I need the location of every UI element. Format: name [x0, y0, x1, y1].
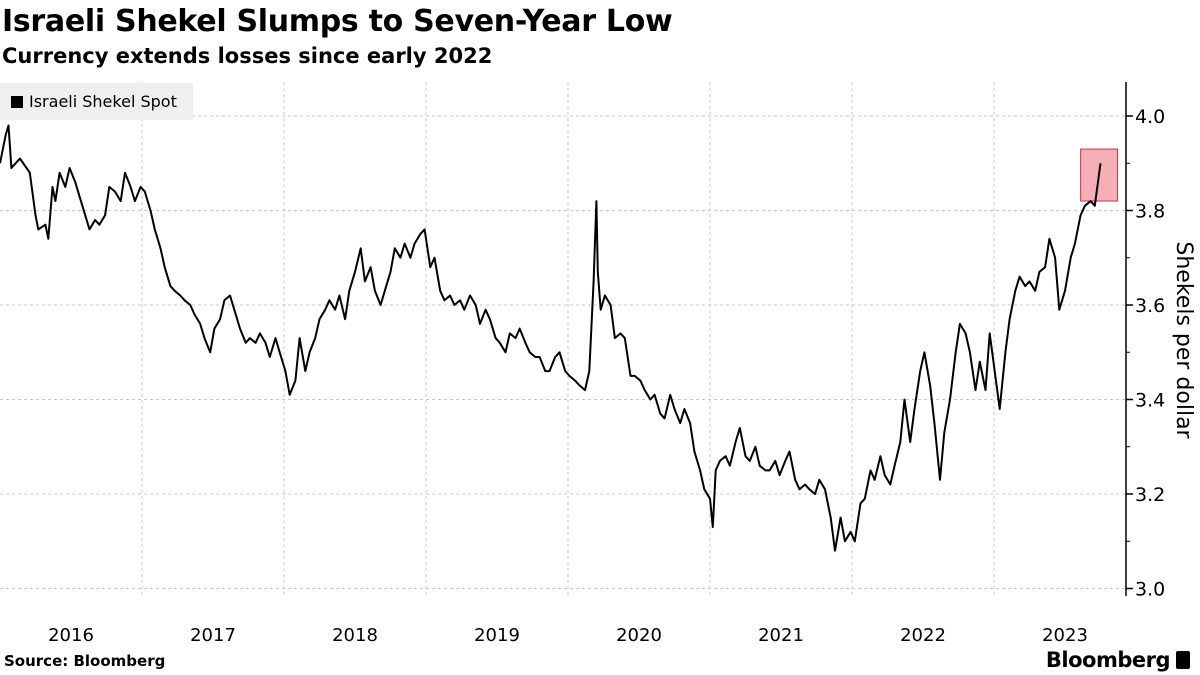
x-tick-label: 2016	[48, 625, 94, 646]
bloomberg-logo: Bloomberg	[1046, 648, 1190, 672]
legend-label: Israeli Shekel Spot	[29, 92, 177, 111]
y-tick-label: 3.6	[1135, 295, 1165, 317]
chart-title: Israeli Shekel Slumps to Seven-Year Low	[2, 4, 673, 39]
bloomberg-b-icon	[1176, 651, 1190, 669]
x-tick-label: 2021	[758, 625, 804, 646]
gridlines	[0, 82, 1126, 596]
series-line-israeli-shekel-spot	[0, 124, 1102, 552]
x-tick-label: 2018	[332, 625, 378, 646]
x-tick-label: 2023	[1042, 625, 1088, 646]
y-axis: 3.0 3.2 3.4 3.6 3.8 4.0	[1125, 82, 1165, 601]
x-tick-label: 2022	[900, 625, 946, 646]
series-layer	[0, 124, 1102, 552]
y-tick-label: 3.2	[1135, 484, 1165, 506]
x-tick-label: 2020	[616, 625, 662, 646]
chart-subtitle: Currency extends losses since early 2022	[2, 44, 493, 68]
source-note: Source: Bloomberg	[4, 652, 166, 670]
legend: Israeli Shekel Spot	[0, 83, 193, 120]
y-tick-label: 3.8	[1135, 201, 1165, 223]
y-tick-label: 3.4	[1135, 390, 1165, 412]
logo-text: Bloomberg	[1045, 648, 1171, 672]
legend-swatch	[11, 95, 23, 108]
y-tick-label: 3.0	[1135, 579, 1165, 601]
y-tick-label: 4.0	[1135, 106, 1165, 128]
y-axis-label: Shekels per dollar	[1171, 241, 1196, 439]
x-tick-label: 2019	[474, 625, 520, 646]
x-axis: 2016 2017 2018 2019 2020 2021 2022 2023	[48, 625, 1088, 646]
x-tick-label: 2017	[190, 625, 236, 646]
